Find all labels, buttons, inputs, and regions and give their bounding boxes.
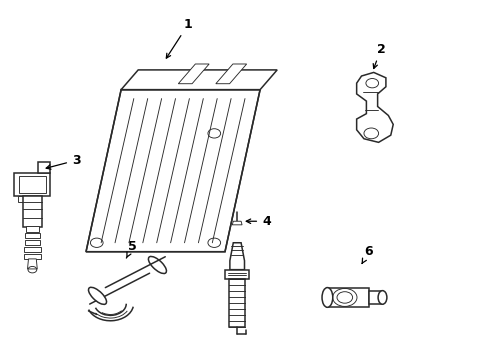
Polygon shape — [38, 162, 50, 173]
Polygon shape — [224, 270, 249, 279]
Ellipse shape — [322, 288, 332, 307]
PathPatch shape — [356, 72, 392, 142]
Polygon shape — [18, 196, 28, 202]
Ellipse shape — [377, 291, 386, 304]
Text: 2: 2 — [372, 42, 385, 68]
Text: 4: 4 — [246, 215, 270, 228]
Polygon shape — [229, 243, 244, 270]
Polygon shape — [215, 64, 246, 84]
Text: 1: 1 — [166, 18, 192, 58]
Text: 5: 5 — [126, 240, 137, 258]
Text: 6: 6 — [361, 245, 372, 264]
Text: 3: 3 — [46, 154, 81, 169]
Polygon shape — [27, 259, 37, 269]
Polygon shape — [24, 240, 40, 245]
Polygon shape — [25, 226, 39, 231]
Polygon shape — [232, 221, 242, 225]
Ellipse shape — [88, 287, 106, 304]
Polygon shape — [121, 70, 277, 90]
Polygon shape — [327, 288, 368, 307]
Polygon shape — [22, 196, 42, 226]
Polygon shape — [25, 233, 40, 238]
Polygon shape — [23, 253, 41, 259]
Polygon shape — [178, 64, 209, 84]
Polygon shape — [14, 173, 50, 196]
Polygon shape — [368, 291, 382, 304]
Polygon shape — [86, 90, 260, 252]
Polygon shape — [24, 247, 41, 252]
